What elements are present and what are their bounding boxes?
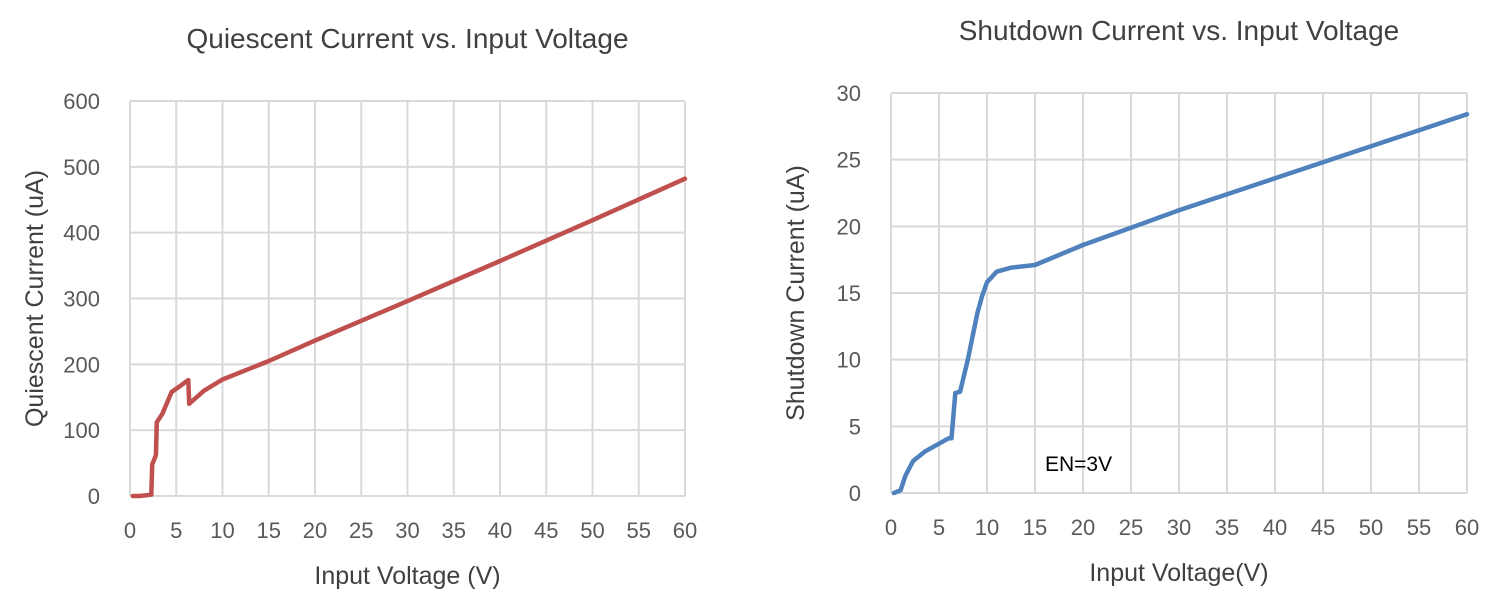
y-tick-label: 0 [88, 484, 100, 509]
shutdown-current-series-line [891, 112, 1470, 496]
x-tick-label: 50 [1359, 515, 1383, 540]
y-tick-label: 5 [849, 414, 861, 439]
quiescent-x-axis-label: Input Voltage (V) [314, 562, 500, 590]
x-tick-label: 10 [975, 515, 999, 540]
y-tick-label: 200 [63, 352, 100, 377]
x-tick-label: 0 [124, 518, 136, 543]
x-tick-label: 40 [488, 518, 512, 543]
x-tick-label: 40 [1263, 515, 1287, 540]
shutdown-chart-title: Shutdown Current vs. Input Voltage [959, 15, 1400, 46]
y-tick-label: 25 [837, 148, 861, 173]
quiescent-chart-title: Quiescent Current vs. Input Voltage [186, 23, 628, 54]
x-tick-label: 20 [1071, 515, 1095, 540]
x-tick-label: 55 [1407, 515, 1431, 540]
y-tick-label: 20 [837, 214, 861, 239]
x-tick-label: 45 [1311, 515, 1335, 540]
y-tick-label: 15 [837, 281, 861, 306]
x-tick-label: 15 [257, 518, 281, 543]
x-tick-label: 25 [349, 518, 373, 543]
x-tick-label: 5 [933, 515, 945, 540]
x-tick-label: 45 [534, 518, 558, 543]
x-tick-label: 20 [303, 518, 327, 543]
y-tick-label: 300 [63, 287, 100, 312]
quiescent-y-axis-label: Quiescent Current (uA) [21, 170, 49, 427]
x-tick-label: 60 [1455, 515, 1479, 540]
x-tick-label: 50 [580, 518, 604, 543]
x-tick-label: 15 [1023, 515, 1047, 540]
x-tick-label: 35 [442, 518, 466, 543]
x-tick-label: 25 [1119, 515, 1143, 540]
x-tick-label: 35 [1215, 515, 1239, 540]
shutdown-x-axis-label: Input Voltage(V) [1089, 559, 1268, 587]
enable-voltage-annotation: EN=3V [1045, 453, 1112, 476]
y-tick-label: 500 [63, 155, 100, 180]
x-tick-label: 5 [170, 518, 182, 543]
y-tick-label: 10 [837, 348, 861, 373]
shutdown-current-chart: 0 5 10 15 20 25 30 35 40 45 50 55 60 0 5 10 15 20 25 30 Shu… [782, 15, 1479, 587]
x-tick-label: 55 [627, 518, 651, 543]
quiescent-current-series-line [130, 176, 688, 499]
y-tick-label: 0 [849, 481, 861, 506]
y-tick-label: 400 [63, 221, 100, 246]
x-tick-label: 60 [673, 518, 697, 543]
y-tick-label: 30 [837, 81, 861, 106]
shutdown-y-axis-label: Shutdown Current (uA) [782, 165, 810, 421]
x-tick-label: 10 [210, 518, 234, 543]
x-tick-label: 0 [885, 515, 897, 540]
x-tick-label: 30 [395, 518, 419, 543]
x-tick-label: 30 [1167, 515, 1191, 540]
quiescent-current-chart: 0 5 10 15 20 25 30 35 40 45 50 55 600100200300400500… [21, 23, 697, 590]
y-tick-label: 600 [63, 89, 100, 114]
y-tick-label: 100 [63, 418, 100, 443]
